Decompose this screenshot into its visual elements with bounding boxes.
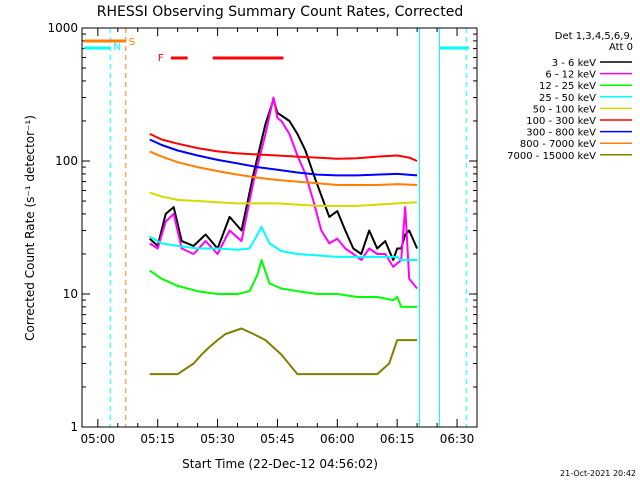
series-line-5 — [149, 191, 418, 207]
series-layer — [149, 96, 419, 376]
x-tick-label-5: 06:15 — [380, 432, 415, 446]
y-tick-label-2: 100 — [55, 154, 78, 168]
night-label: N — [113, 42, 120, 53]
x-tick-label-2: 05:30 — [200, 432, 235, 446]
legend-label-2: 6 - 12 keV — [545, 70, 596, 81]
y-tick-label-0: 1 — [70, 420, 78, 434]
flare-label: F — [158, 53, 164, 64]
y-axis-label: Corrected Count Rate (s⁻¹ detector⁻¹) — [23, 115, 37, 341]
y-tick-label-1: 10 — [63, 287, 78, 301]
series-line-3 — [149, 259, 418, 308]
series-line-6 — [149, 132, 418, 162]
plot-frame — [81, 27, 478, 428]
legend-label-3: 12 - 25 keV — [539, 81, 596, 92]
series-line-2 — [149, 96, 418, 290]
chart-title: RHESSI Observing Summary Count Rates, Co… — [97, 4, 463, 20]
legend-label-4: 25 - 50 keV — [539, 93, 596, 104]
x-tick-label-6: 06:30 — [440, 432, 475, 446]
legend-label-7: 300 - 800 keV — [526, 128, 596, 139]
series-line-4 — [149, 225, 418, 261]
x-tick-label-1: 05:15 — [140, 432, 175, 446]
y-tick-label-3: 1000 — [47, 21, 78, 35]
x-tick-label-3: 05:45 — [260, 432, 295, 446]
footer-date: 21-Oct-2021 20:42 — [560, 469, 636, 478]
legend-title: Det 1,3,4,5,6,9, — [555, 31, 633, 42]
x-tick-label-0: 05:00 — [81, 432, 116, 446]
series-line-9 — [149, 327, 418, 376]
legend-label-9: 7000 - 15000 keV — [507, 151, 596, 162]
legend-label-5: 50 - 100 keV — [533, 104, 597, 115]
saa-label: S — [129, 37, 135, 48]
x-axis-label: Start Time (22-Dec-12 04:56:02) — [182, 457, 378, 471]
x-tick-label-4: 06:00 — [320, 432, 355, 446]
legend-label-6: 100 - 300 keV — [526, 116, 596, 127]
series-line-7 — [149, 138, 418, 177]
legend-label-8: 800 - 7000 keV — [520, 139, 596, 150]
legend-subtitle: Att 0 — [609, 42, 633, 53]
series-line-8 — [149, 150, 418, 186]
series-line-1 — [149, 98, 419, 261]
legend-label-1: 3 - 6 keV — [552, 58, 596, 69]
